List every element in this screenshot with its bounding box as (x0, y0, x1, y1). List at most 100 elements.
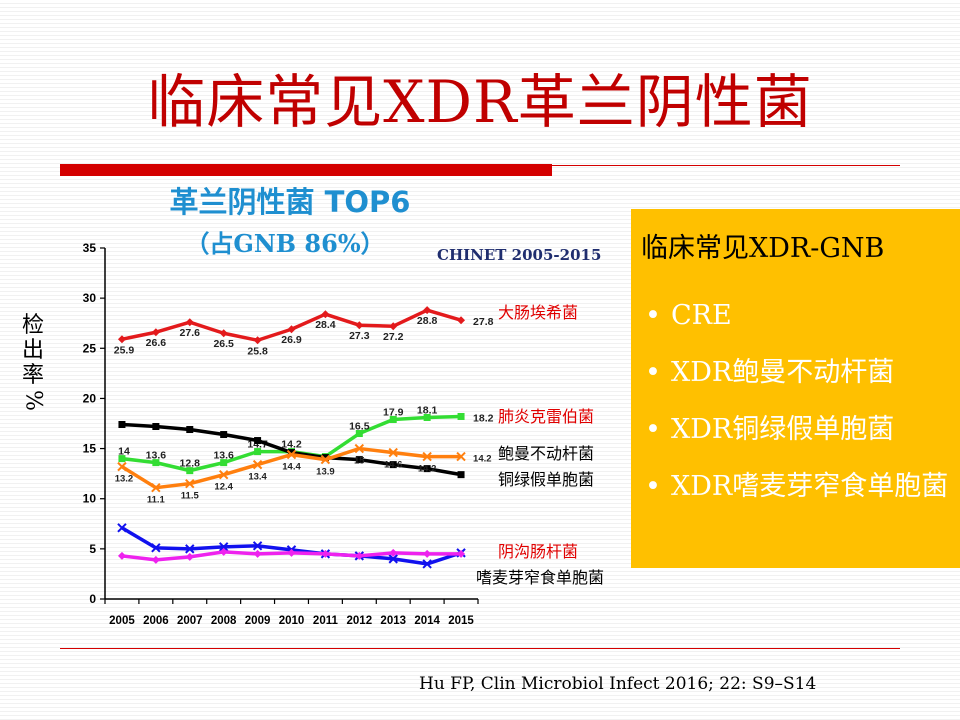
series-point (457, 549, 466, 558)
series-point (355, 551, 364, 560)
series-point (218, 542, 229, 552)
series-label: 大肠埃希菌 (498, 303, 578, 322)
series-point (457, 316, 466, 325)
series-point (423, 465, 431, 473)
data-label: 14.6 (384, 460, 403, 471)
data-label: 14 (118, 446, 130, 458)
y-tick-label: 20 (83, 391, 97, 405)
series-point (320, 454, 331, 465)
series-label: 鲍曼不动杆菌 (498, 444, 594, 463)
title-underline-thin (552, 165, 900, 166)
bullet-icon: • (645, 414, 661, 445)
data-label: 18.2 (473, 412, 494, 424)
data-label: 26.6 (146, 337, 167, 349)
series-point (117, 551, 126, 560)
data-label: 26.5 (213, 338, 234, 350)
y-tick-label: 35 (83, 241, 97, 255)
citation: Hu FP, Clin Microbiol Infect 2016; 22: S… (419, 674, 817, 694)
series-point (388, 554, 398, 564)
data-label: 14.2 (473, 454, 492, 465)
series-point (117, 335, 126, 344)
data-label: 27.3 (349, 330, 370, 342)
series-point (252, 459, 263, 470)
x-tick-label: 2007 (177, 615, 203, 627)
panel-list-item: • XDR嗜麦芽窄食单胞菌 (641, 458, 960, 515)
data-label: 13.4 (248, 472, 267, 483)
data-label: 11.5 (181, 491, 200, 502)
series-point (254, 437, 262, 445)
panel-item-label: XDR铜绿假单胞菌 (671, 414, 895, 445)
y-tick-label: 30 (83, 291, 97, 305)
series-point (423, 306, 432, 315)
x-tick-label: 2010 (279, 615, 305, 627)
series-point (118, 455, 126, 463)
series-point (151, 328, 160, 337)
xdr-gnb-panel: 临床常见XDR-GNB • CRE • XDR鲍曼不动杆菌 • XDR铜绿假单胞菌 •… (631, 209, 960, 568)
series-point (355, 430, 363, 438)
y-axis-label-char: 检 (21, 313, 44, 338)
series-point (152, 459, 160, 467)
chart-title: 革兰阴性菌 TOP6 (169, 185, 411, 219)
data-label: 14.2 (281, 439, 302, 451)
y-tick-label: 25 (83, 341, 97, 355)
series-point (422, 451, 432, 462)
data-label: 11.1 (147, 495, 166, 506)
bullet-icon: • (645, 300, 661, 331)
y-axis-label: 检 出 率 % (18, 313, 48, 413)
series-point (422, 559, 432, 569)
data-label: 13.6 (146, 450, 167, 462)
series-point (220, 431, 228, 439)
series-point (151, 482, 161, 493)
series-point (253, 549, 262, 558)
series-point (117, 461, 127, 472)
series-point (287, 325, 296, 334)
chart-axes: 0 5 10 15 20 25 30 35 2005 2006 2007 2008 2009 2010 20… (83, 241, 479, 627)
series-point (185, 318, 194, 327)
series-point (355, 321, 364, 330)
series-label: 肺炎克雷伯菌 (498, 407, 594, 426)
y-tick-label: 15 (83, 442, 97, 456)
data-label: 12.8 (180, 458, 201, 470)
data-label: 12.4 (214, 482, 233, 493)
data-label: 27.2 (383, 331, 404, 343)
series-point (389, 415, 397, 423)
series-point (185, 544, 195, 554)
panel-list-item: • XDR鲍曼不动杆菌 (641, 344, 960, 401)
data-label: 18.1 (417, 404, 438, 416)
series-point (185, 478, 195, 489)
series-point (321, 454, 329, 462)
series-point (185, 552, 194, 561)
series-point (389, 461, 397, 469)
panel-item-label: XDR鲍曼不动杆菌 (671, 357, 895, 388)
series-point (288, 449, 295, 457)
y-tick-label: 0 (89, 592, 96, 606)
panel-list: • CRE • XDR鲍曼不动杆菌 • XDR铜绿假单胞菌 • XDR嗜麦芽窄食单胞菌 (641, 287, 960, 515)
series-point (186, 467, 194, 475)
x-tick-label: 2009 (245, 615, 271, 627)
x-tick-label: 2011 (313, 615, 339, 627)
series-point (220, 459, 228, 467)
series-point (219, 547, 228, 556)
x-tick-label: 2014 (414, 615, 440, 627)
series-point (151, 555, 160, 564)
data-label: 16.5 (349, 421, 370, 433)
series-point (117, 523, 127, 533)
series-point (186, 426, 194, 434)
chart-series: 25.9 26.6 27.6 26.5 25.8 26.9 28.4 27.3 27.2 28.8… (114, 306, 494, 569)
slide-title: 临床常见XDR革兰阴性菌 (147, 68, 813, 136)
data-label: 25.9 (114, 344, 135, 356)
series-label: 嗜麦芽窄食单胞菌 (476, 568, 604, 587)
series-point (286, 449, 297, 460)
chart-source: CHINET 2005-2015 (437, 246, 602, 264)
series-point (389, 548, 398, 557)
bullet-icon: • (645, 471, 661, 502)
series-point (254, 448, 262, 456)
panel-heading: 临床常见XDR-GNB (641, 233, 885, 264)
y-axis-label-char: 出 (21, 338, 44, 363)
data-label: 13.9 (316, 467, 335, 478)
x-tick-label: 2013 (380, 615, 406, 627)
data-label: 17.9 (383, 406, 404, 418)
series-point (457, 471, 465, 479)
